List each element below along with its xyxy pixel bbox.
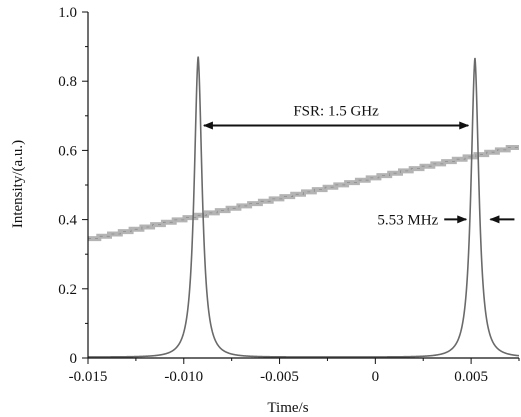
x-tick-label: 0 — [372, 369, 380, 385]
y-tick-label: 0.8 — [58, 74, 77, 90]
y-tick-label: 0.6 — [58, 143, 77, 159]
axes-layer: -0.015 -0.010 -0.005 0 0.005 0 0.2 0.4 0.6 0.8 1.0 — [58, 5, 520, 385]
x-tick-label: -0.015 — [69, 369, 108, 385]
fsr-label: FSR: 1.5 GHz — [293, 104, 379, 120]
series-layer — [88, 56, 519, 358]
y-tick-label: 0 — [70, 351, 78, 367]
x-tick-label: -0.005 — [260, 369, 299, 385]
transmission-series-line — [88, 56, 519, 358]
annotation-layer: FSR: 1.5 GHz 5.53 MHz — [202, 104, 515, 228]
y-tick-label: 1.0 — [58, 5, 77, 21]
labels-layer: Time/s Intensity/(a.u.) — [10, 140, 309, 416]
y-axis-label: Intensity/(a.u.) — [10, 140, 26, 228]
linewidth-label: 5.53 MHz — [377, 212, 438, 228]
y-tick-label: 0.2 — [58, 282, 77, 298]
x-axis-label: Time/s — [267, 400, 308, 416]
x-tick-label: 0.005 — [454, 369, 488, 385]
ramp-series-line — [88, 145, 519, 242]
y-tick-label: 0.4 — [58, 213, 77, 229]
x-tick-label: -0.010 — [164, 369, 203, 385]
